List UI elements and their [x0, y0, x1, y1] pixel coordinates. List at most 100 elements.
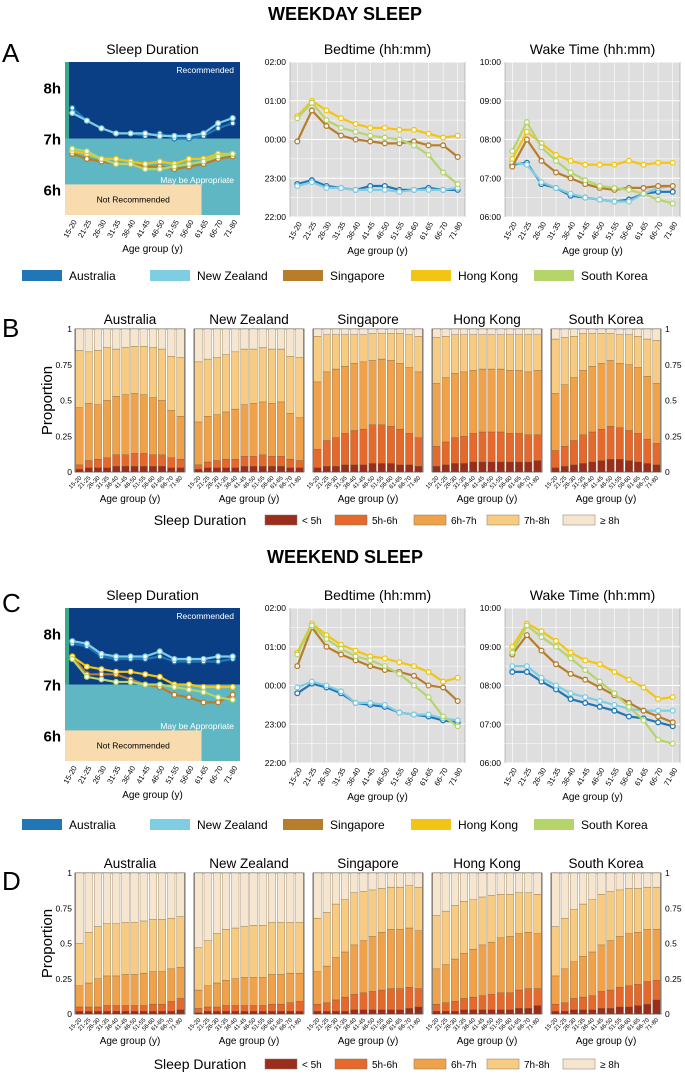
panel-b-bar-new-zealand-41-45-seg2: [240, 404, 249, 457]
legend-countries-weekend-swatch-singapore: [283, 819, 323, 830]
panel-c-sleep-duration-point-singapore-51-55: [171, 691, 178, 698]
panel-b-ytick-left-0.25: 0.25: [55, 431, 72, 441]
panel-a-waketime-ytick-06:00: 06:00: [480, 212, 502, 222]
panel-d-bar-hong-kong-46-50-seg2: [487, 941, 496, 995]
panel-d-bar-singapore-26-30-seg2: [332, 957, 340, 1001]
panel-c-bedtime-ytick-00:00: 00:00: [265, 681, 287, 691]
panel-a-sleep-duration-tick-31-35: 31-35: [105, 218, 122, 239]
legend-duration-weekend-label-0: < 5h: [302, 1060, 322, 1071]
panel-b-bar-new-zealand-56-60-seg1: [268, 456, 276, 467]
panel-d-bar-hong-kong-46-50-seg4: [487, 872, 496, 896]
panel-d-bar-south-korea-31-35-seg3: [579, 903, 587, 957]
panel-b-bar-singapore-46-50-seg3: [368, 333, 377, 361]
panel-d-bar-new-zealand-21-25-seg3: [203, 940, 212, 986]
panel-c-bedtime-ytick-01:00: 01:00: [265, 642, 287, 652]
panel-d-bar-new-zealand-41-45-seg1: [240, 1005, 249, 1012]
panel-c-sleep-duration-tick-26-30: 26-30: [91, 764, 108, 785]
panel-b-bar-hong-kong-15-20-seg3: [432, 337, 441, 384]
panel-b-bar-new-zealand-41-45-seg0: [240, 466, 249, 473]
panel-d-bar-hong-kong-31-35-seg0: [460, 1009, 468, 1015]
panel-d-bar-south-korea-66-70-seg2: [643, 929, 652, 982]
panel-c-waketime-point-singapore-61-65: [640, 707, 647, 714]
panel-d-bar-singapore-71-80-seg1: [414, 988, 423, 1008]
legend-countries-weekday-swatch-singapore: [283, 270, 323, 281]
panel-d: Proportion 0 0 0.25 0.25 0.5 0.5 0.75 0.75 1 1 Aust…: [39, 856, 682, 1047]
panel-d-xlabel-hong-kong: Age group (y): [457, 1036, 518, 1047]
panel-a-bedtime-point-hong-kong-71-80: [454, 132, 461, 139]
panel-a-bedtime-point-new-zealand-36-40: [352, 186, 359, 193]
panel-c-bedtime-point-hong-kong-56-60: [410, 663, 418, 670]
panel-b-bar-south-korea-51-55-seg4: [615, 328, 624, 335]
panel-b-bar-new-zealand-46-50-seg4: [249, 328, 258, 350]
panel-b-bar-south-korea-61-65-seg1: [634, 433, 642, 463]
panel-b-bar-singapore-41-45-seg0: [359, 464, 368, 473]
panel-d-bar-south-korea-66-70-seg1: [643, 981, 652, 1005]
legend-countries-weekday-label-new-zealand: New Zealand: [197, 269, 268, 283]
panel-a-waketime-tick-66-70: 66-70: [647, 220, 664, 241]
panel-d-bar-australia-46-50-seg3: [130, 922, 139, 975]
panel-a-waketime-tick-46-50: 46-50: [589, 220, 606, 241]
panel-d-bar-hong-kong-31-35-seg2: [460, 953, 468, 999]
legend-countries-weekday-label-australia: Australia: [69, 269, 116, 283]
panel-d-bar-singapore-71-80-seg4: [414, 872, 423, 888]
legend-duration-weekend-label-4: ≥ 8h: [600, 1060, 619, 1071]
panel-d-bar-south-korea-36-40-seg2: [588, 951, 597, 996]
panel-a-sleep-duration-point-new-zealand-31-35: [112, 130, 120, 137]
panel-d-bar-singapore-15-20-seg4: [313, 872, 322, 919]
panel-c-waketime-point-south-korea-31-35: [552, 643, 560, 650]
panel-c-bedtime-point-new-zealand-15-20: [294, 684, 301, 691]
panel-d-bar-south-korea-71-80-seg1: [652, 980, 661, 1001]
panel-c-bedtime-point-singapore-31-35: [337, 651, 345, 658]
panel-d-bar-hong-kong-36-40-seg4: [469, 872, 478, 900]
panel-c-sleep-duration-recommended-band: [65, 608, 240, 685]
panel-c-waketime-point-south-korea-21-25: [523, 622, 530, 629]
panel-b-bar-singapore-61-65-seg2: [396, 363, 404, 430]
panel-b-bar-new-zealand-21-25-seg4: [203, 328, 212, 360]
panel-d-bar-australia-15-20-seg1: [75, 1006, 84, 1012]
panel-c-bedtime-point-new-zealand-46-50: [381, 701, 388, 708]
panel-d-bar-australia-26-30-seg2: [94, 978, 102, 1008]
panel-d-bar-singapore-15-20-seg0: [313, 1011, 322, 1015]
panel-a-bedtime-point-new-zealand-66-70: [440, 186, 447, 193]
panel-d-bar-new-zealand-56-60-seg4: [268, 872, 276, 923]
panel-d-bar-australia-71-80-seg4: [176, 872, 185, 917]
panel-d-bar-hong-kong-31-35-seg4: [460, 872, 468, 902]
panel-b-bar-south-korea-31-35-seg3: [579, 333, 587, 371]
panel-d-bar-new-zealand-51-55-seg1: [258, 1005, 267, 1012]
panel-b-bar-australia-26-30-seg4: [94, 328, 102, 351]
panel-b-bar-south-korea-51-55-seg2: [615, 363, 624, 428]
panel-b-bar-new-zealand-41-45-seg4: [240, 328, 249, 350]
panel-b-bar-south-korea-51-55-seg3: [615, 334, 624, 364]
legend-duration-weekend-swatch-4: [562, 1058, 596, 1070]
panel-c-sleep-duration-point-new-zealand-66-70: [215, 653, 222, 660]
panel-b-bar-south-korea-15-20-seg4: [551, 328, 560, 340]
panel-a-waketime-point-new-zealand-31-35: [552, 184, 560, 191]
panel-a-sleep-duration-point-south-korea-26-30: [98, 155, 105, 162]
panel-d-bar-australia-71-80-seg2: [176, 967, 185, 999]
panel-a-waketime-point-singapore-36-40: [567, 175, 574, 182]
panel-c-bedtime-point-new-zealand-21-25: [308, 678, 315, 685]
panel-d-bar-singapore-26-30-seg0: [332, 1011, 340, 1015]
panel-b-bar-south-korea-71-80-seg2: [652, 383, 661, 444]
panel-c-waketime-tick-36-40: 36-40: [560, 766, 577, 787]
panel-a-bedtime-point-south-korea-41-45: [367, 132, 374, 139]
panel-b-bar-hong-kong-21-25-seg4: [441, 328, 450, 337]
legend-duration-weekend-label-1: 5h-6h: [372, 1060, 398, 1071]
panel-c-waketime-point-new-zealand-41-45: [582, 694, 589, 701]
panel-d-bar-new-zealand-51-55-seg2: [258, 977, 267, 1006]
panel-c-waketime-point-new-zealand-51-55: [611, 701, 618, 708]
panel-b-bar-australia-31-35-seg2: [103, 400, 111, 458]
panel-b-bar-south-korea-71-80-seg3: [652, 340, 661, 384]
panel-b-bar-new-zealand-66-70-seg1: [286, 458, 295, 468]
panel-c-sleep-duration-point-new-zealand-71-80: [229, 653, 236, 660]
panel-a-bedtime-point-hong-kong-41-45: [367, 124, 374, 131]
panel-c-waketime-line-south-korea: [511, 623, 673, 745]
panel-a-bedtime-tick-36-40: 36-40: [345, 220, 362, 241]
panel-c-waketime-point-australia-41-45: [582, 699, 589, 706]
panel-d-bar-south-korea-41-45-seg4: [597, 872, 606, 895]
panel-b-bar-south-korea-15-20-seg1: [551, 450, 560, 468]
panel-b-bar-new-zealand-15-20-seg0: [194, 468, 203, 473]
legend-countries-weekend-label-australia: Australia: [69, 818, 116, 832]
panel-b-bar-new-zealand-46-50-seg2: [249, 403, 258, 457]
panel-d-bar-singapore-56-60-seg1: [387, 988, 395, 1010]
